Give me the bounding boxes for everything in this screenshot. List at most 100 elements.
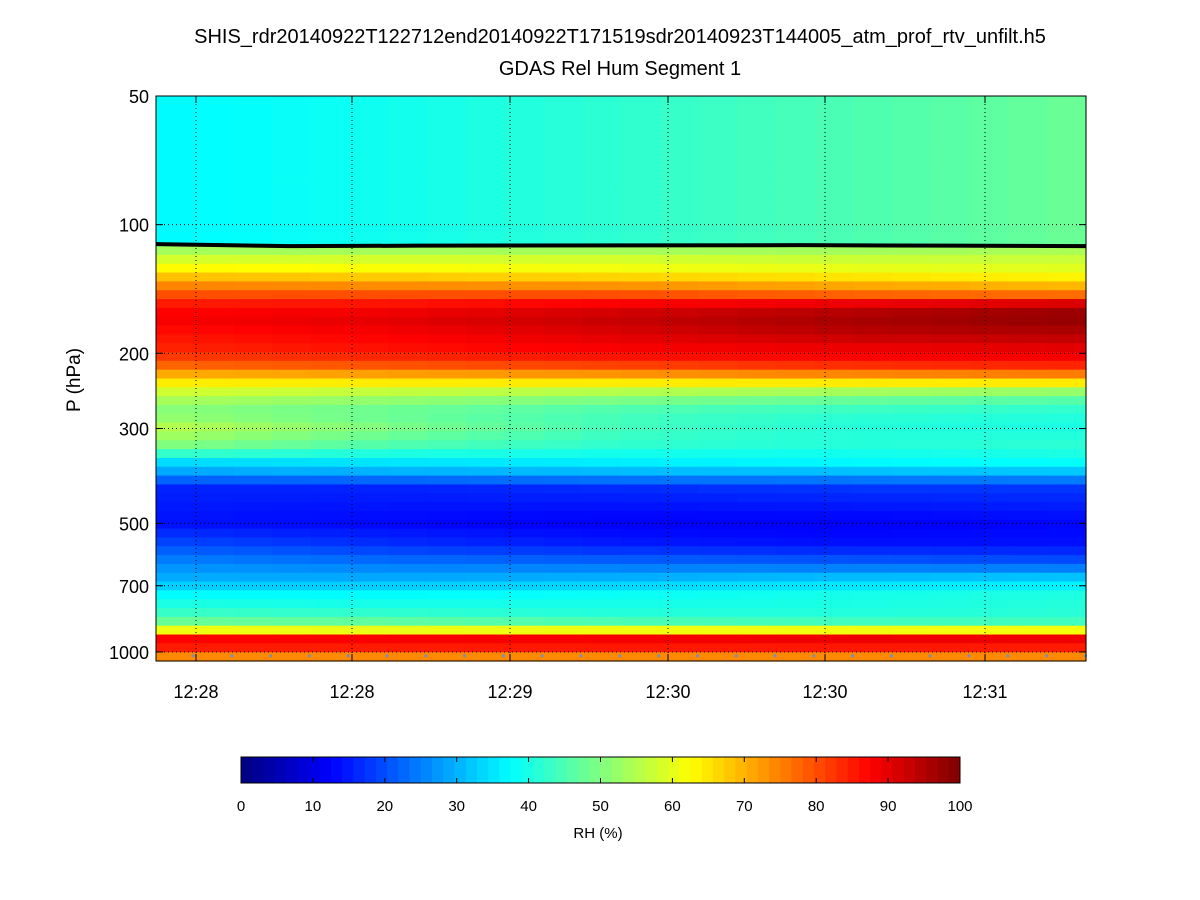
heat-cell — [233, 157, 273, 168]
heat-cell — [272, 493, 312, 503]
heat-cell — [311, 290, 351, 300]
heat-cell — [582, 325, 622, 335]
heat-cell — [156, 599, 196, 609]
heat-cell — [311, 201, 351, 212]
heat-cell — [233, 396, 273, 406]
heat-cell — [737, 519, 777, 530]
heat-cell — [1008, 431, 1048, 441]
heat-cell — [621, 201, 661, 212]
heat-cell — [853, 369, 893, 380]
heat-cell — [892, 148, 932, 159]
heat-cell — [466, 96, 506, 106]
heat-cell — [814, 378, 855, 388]
heat-cell — [853, 634, 893, 644]
heat-cell — [659, 307, 700, 318]
heat-cell — [853, 484, 893, 494]
heat-cell — [931, 131, 971, 141]
heat-cell — [272, 484, 312, 494]
heat-cell — [272, 625, 312, 636]
heat-cell — [969, 343, 1010, 353]
heat-cell — [194, 299, 235, 309]
heat-cell — [659, 643, 700, 653]
heat-cell — [156, 643, 196, 653]
colorbar-segment — [319, 757, 332, 783]
heat-cell — [466, 281, 506, 291]
heat-cell — [698, 457, 738, 468]
heat-cell — [233, 484, 273, 494]
heat-cell — [582, 572, 622, 583]
colorbar-segment — [510, 757, 523, 783]
heat-cell — [659, 510, 700, 521]
heat-cell — [814, 307, 855, 318]
heat-cell — [233, 457, 273, 468]
heat-cell — [814, 96, 855, 106]
surface-marker — [812, 654, 816, 658]
heat-cell — [659, 581, 700, 591]
heat-cell — [311, 131, 351, 141]
colorbar-segment — [499, 757, 512, 783]
x-tick-label: 12:31 — [962, 682, 1007, 702]
colorbar-segment — [308, 757, 321, 783]
heat-cell — [504, 96, 545, 106]
heat-cell — [194, 466, 235, 477]
heat-cell — [504, 431, 545, 441]
heat-cell — [1008, 625, 1048, 636]
heat-cell — [1047, 307, 1087, 318]
surface-markers — [191, 654, 1087, 658]
heat-cell — [776, 104, 816, 115]
heat-cell — [969, 502, 1010, 512]
heat-cell — [1008, 440, 1048, 450]
heat-cell — [1047, 246, 1087, 256]
heat-cell — [931, 378, 971, 388]
heat-cell — [194, 201, 235, 212]
heat-cell — [814, 537, 855, 547]
heat-cell — [853, 555, 893, 565]
heat-cell — [776, 343, 816, 353]
heat-cell — [504, 334, 545, 344]
heat-cell — [311, 113, 351, 124]
heat-cell — [466, 263, 506, 274]
heat-cell — [969, 608, 1010, 618]
heat-cell — [892, 440, 932, 450]
heat-cell — [776, 157, 816, 168]
heat-cell — [427, 572, 467, 583]
heat-cell — [272, 396, 312, 406]
heat-cell — [349, 387, 390, 397]
heat-cell — [659, 440, 700, 450]
heat-cell — [156, 563, 196, 574]
heat-cell — [311, 157, 351, 168]
heat-cell — [969, 634, 1010, 644]
heat-cell — [194, 422, 235, 433]
heat-cell — [776, 519, 816, 530]
heat-cell — [659, 210, 700, 221]
heat-cell — [737, 502, 777, 512]
heat-cell — [311, 378, 351, 388]
heat-cell — [349, 555, 390, 565]
heat-cell — [621, 140, 661, 150]
heat-cell — [582, 175, 622, 185]
heat-cell — [892, 352, 932, 362]
heat-cell — [233, 184, 273, 194]
heat-cell — [388, 96, 428, 106]
heat-cell — [969, 466, 1010, 477]
heat-cell — [814, 219, 855, 230]
heat-cell — [582, 360, 622, 371]
heat-cell — [543, 360, 583, 371]
heat-cell — [272, 563, 312, 574]
heat-cell — [1008, 193, 1048, 203]
heat-cell — [156, 422, 196, 433]
heat-cell — [931, 113, 971, 124]
heat-cell — [272, 184, 312, 194]
heat-cell — [194, 272, 235, 282]
heat-cell — [388, 546, 428, 556]
colorbar-segment — [948, 757, 961, 783]
heat-cell — [427, 440, 467, 450]
heat-cell — [737, 228, 777, 238]
heat-cell — [349, 193, 390, 203]
colorbar-segment — [656, 757, 669, 783]
heat-cell — [504, 396, 545, 406]
heat-cell — [272, 237, 312, 247]
heat-cell — [969, 519, 1010, 530]
heat-cell — [388, 599, 428, 609]
heat-cell — [194, 599, 235, 609]
